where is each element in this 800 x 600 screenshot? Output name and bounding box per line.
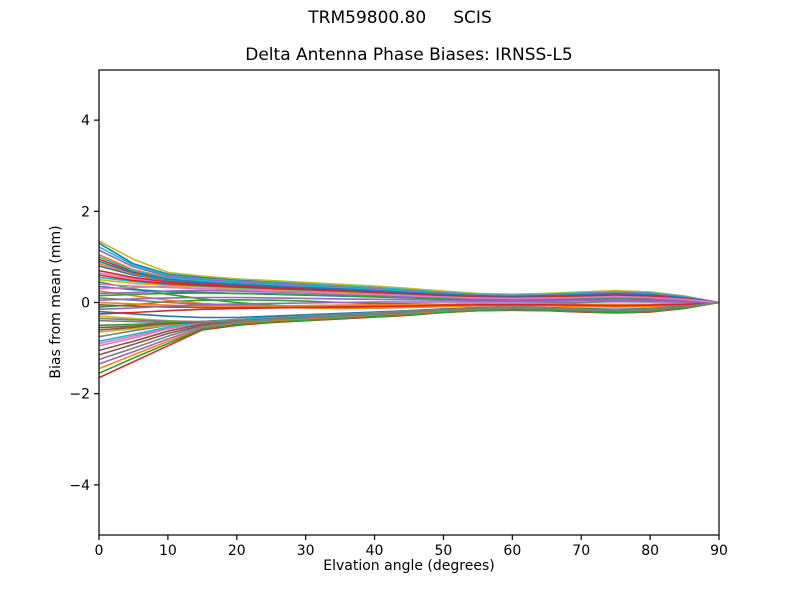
- series-line: [98, 301, 720, 315]
- series-line: [98, 296, 720, 304]
- x-tick-label: 0: [95, 543, 104, 559]
- x-tick-label: 30: [297, 543, 315, 559]
- y-tick-label: −4: [69, 478, 90, 494]
- series-line: [98, 260, 720, 304]
- x-tick-label: 80: [641, 543, 659, 559]
- series-line: [98, 300, 720, 311]
- x-tick-label: 90: [710, 543, 728, 559]
- series-line: [98, 283, 720, 304]
- series-lines: [98, 240, 720, 379]
- series-line: [98, 301, 720, 361]
- x-tick-label: 40: [366, 543, 384, 559]
- series-line: [98, 240, 720, 304]
- y-axis-label: Bias from mean (mm): [48, 225, 64, 379]
- chart-title: Delta Antenna Phase Biases: IRNSS-L5: [245, 45, 573, 65]
- y-tick-label: 2: [81, 204, 90, 220]
- series-line: [98, 289, 720, 304]
- y-tick-label: −2: [69, 387, 90, 403]
- series-line: [98, 301, 720, 307]
- y-tick-label: 4: [81, 113, 90, 129]
- figure-suptitle: TRM59800.80 SCIS: [308, 8, 492, 28]
- x-tick-label: 50: [435, 543, 453, 559]
- x-axis-label: Elvation angle (degrees): [323, 558, 495, 574]
- series-line: [98, 301, 720, 323]
- series-line: [98, 249, 720, 304]
- x-tick-label: 10: [159, 543, 177, 559]
- y-tick-label: 0: [81, 296, 90, 312]
- x-tick-label: 20: [228, 543, 246, 559]
- x-tick-label: 70: [572, 543, 590, 559]
- x-tick-label: 60: [503, 543, 521, 559]
- series-line: [98, 290, 720, 310]
- series-line: [98, 274, 720, 304]
- series-line: [98, 301, 720, 374]
